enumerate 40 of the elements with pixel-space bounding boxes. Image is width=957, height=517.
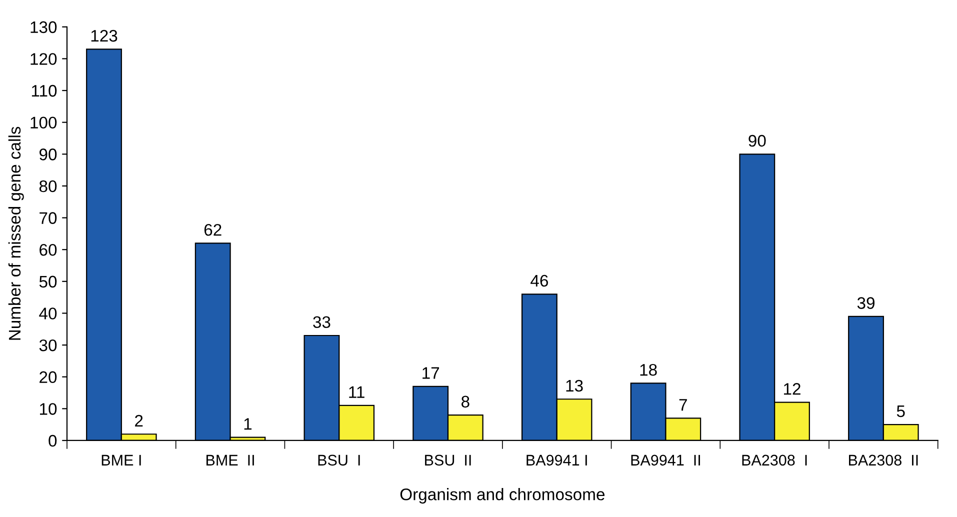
data-label: 46 [530,274,548,287]
x-tick-label: BSU II [425,454,471,466]
x-tick-label: BSU I [318,454,360,466]
y-tick-label: 10 [40,403,57,415]
x-tick-label: BA2308 I [742,454,807,466]
y-tick-label: 20 [40,371,57,384]
y-tick-label: 80 [39,180,57,192]
x-tick-label: BA2308 II [849,454,918,466]
data-label: 18 [640,364,657,376]
x-tick-label: BA9941 I [526,454,587,466]
data-label: 11 [349,386,364,398]
data-label: 2 [135,414,143,426]
data-label: 7 [679,399,687,411]
y-tick-label: 0 [48,434,57,447]
data-label: 5 [896,405,905,418]
y-tick-label: 100 [30,116,57,129]
x-tick-label: BME II [206,454,254,466]
data-label: 13 [566,380,583,392]
data-label: 33 [313,316,330,328]
y-axis-title: Number of missed gene calls [8,126,24,340]
y-tick-label: 70 [40,212,57,224]
data-label: 123 [91,30,118,42]
data-label: 17 [422,367,440,379]
data-label: 8 [462,396,470,408]
x-tick-label: BA9941 II [631,454,700,466]
data-label: 1 [244,418,252,430]
y-tick-label: 130 [30,21,57,34]
x-tick-label: BME I [102,454,141,466]
data-label: 62 [204,224,222,236]
y-tick-label: 120 [30,53,57,65]
x-axis-title: Organism and chromosome [400,488,605,504]
y-tick-label: 50 [39,276,57,288]
y-tick-label: 30 [39,339,57,352]
y-tick-label: 110 [32,84,57,97]
data-label: 90 [748,134,766,147]
data-label: 12 [784,383,800,395]
y-tick-label: 40 [39,308,57,320]
y-tick-label: 90 [40,148,57,160]
data-label: 39 [857,297,874,309]
y-tick-label: 60 [40,244,57,256]
